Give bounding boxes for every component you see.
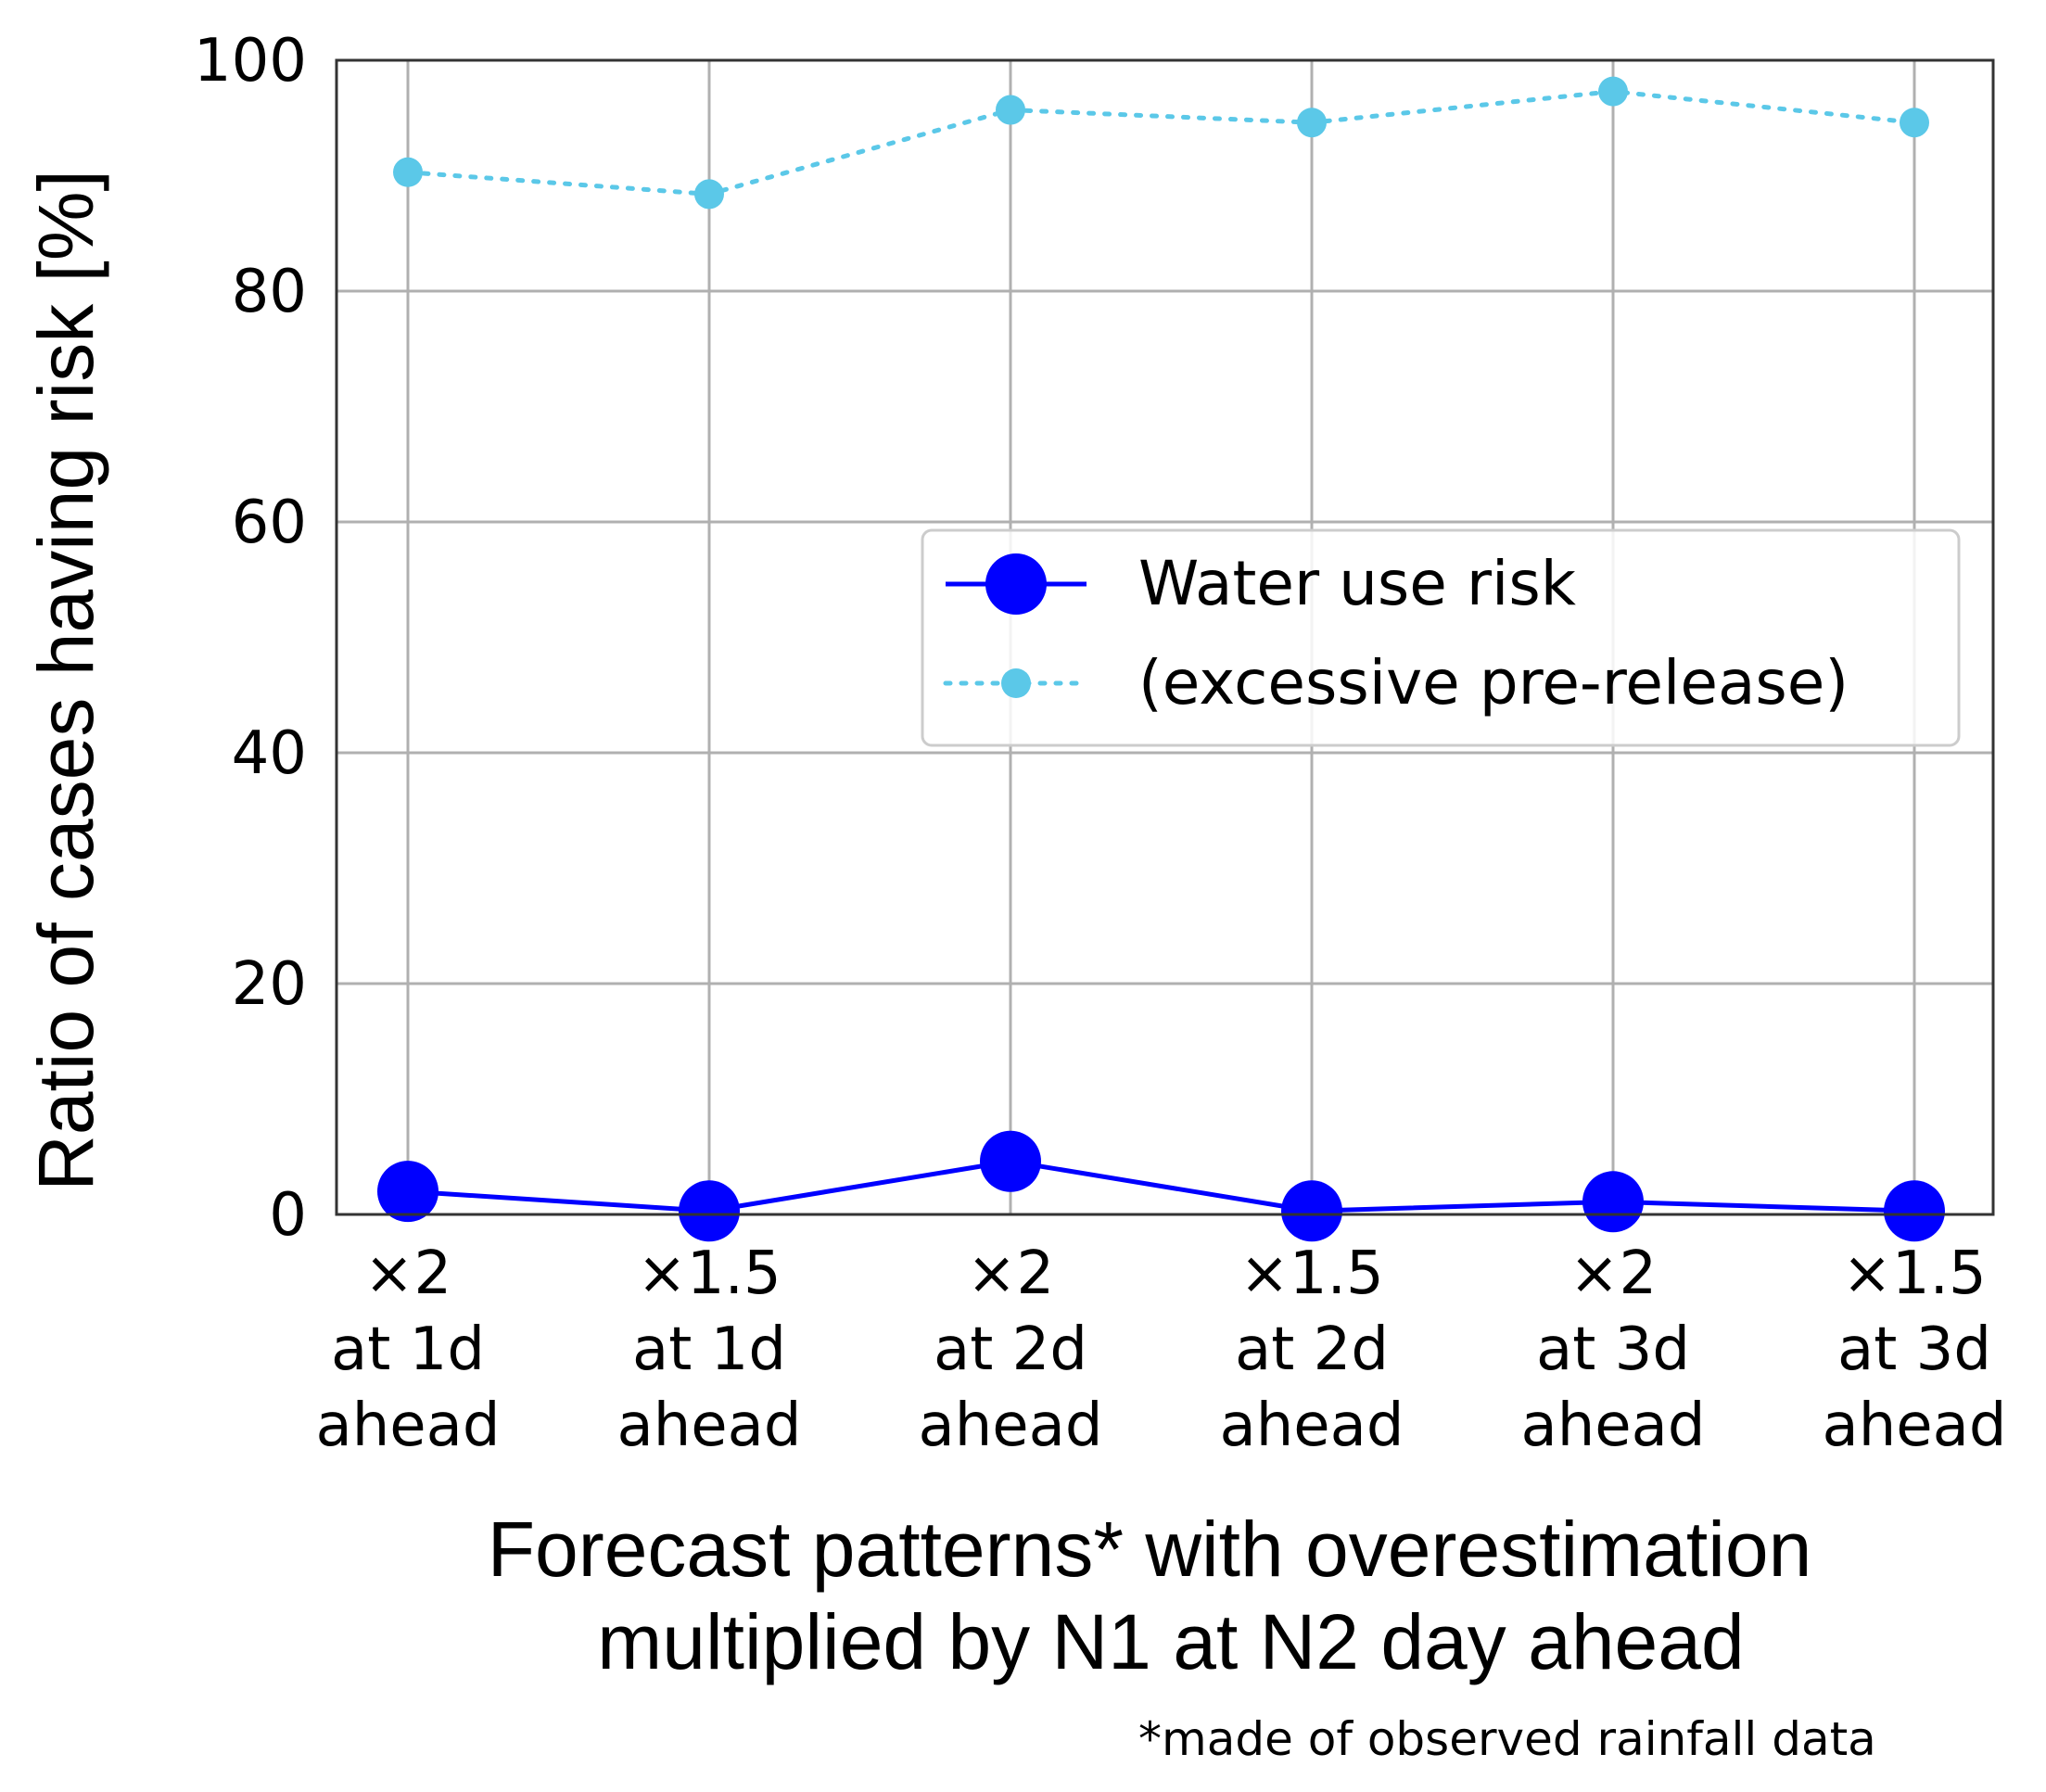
legend-label-water-use: Water use risk — [1138, 548, 1577, 619]
x-tick-label: ahead — [316, 1392, 501, 1460]
x-tick-label: ahead — [1220, 1392, 1404, 1460]
y-tick-label: 100 — [194, 27, 307, 95]
data-point — [694, 179, 724, 210]
x-tick-label: at 3d — [1837, 1315, 1991, 1384]
data-point — [980, 1130, 1041, 1192]
data-point — [393, 157, 423, 187]
legend-marker-pre-release — [1001, 668, 1031, 698]
y-tick-label: 20 — [232, 950, 307, 1019]
legend-marker-water-use — [985, 553, 1047, 615]
series-layer — [377, 76, 1945, 1242]
x-tick-label: ahead — [1823, 1392, 2007, 1460]
y-tick-label: 40 — [232, 719, 307, 788]
y-tick-label: 60 — [232, 489, 307, 557]
x-axis-label-line-1: Forecast patterns* with overestimation — [488, 1506, 1812, 1593]
x-tick-label: ×1.5 — [1239, 1239, 1383, 1308]
x-tick-label: at 3d — [1536, 1315, 1690, 1384]
data-point — [1297, 108, 1327, 138]
x-tick-label: at 2d — [1235, 1315, 1389, 1384]
data-point — [1598, 76, 1628, 107]
x-tick-label: at 2d — [934, 1315, 1087, 1384]
legend-label-pre-release: (excessive pre-release) — [1138, 647, 1849, 718]
x-tick-label: at 1d — [632, 1315, 786, 1384]
x-tick-label: ×2 — [364, 1239, 451, 1308]
y-axis-label: Ratio of cases having risk [%] — [22, 170, 109, 1191]
data-point — [1582, 1171, 1644, 1233]
series-line-0 — [407, 1159, 1915, 1214]
legend: Water use risk (excessive pre-release) — [921, 528, 1961, 747]
x-axis-label-line-2: multiplied by N1 at N2 day ahead — [597, 1598, 1744, 1685]
data-point — [679, 1180, 740, 1242]
legend-box — [921, 528, 1961, 747]
x-tick-label: at 1d — [331, 1315, 485, 1384]
y-tick-labels: 0 20 40 60 80 100 — [194, 27, 307, 1250]
x-tick-label: ahead — [919, 1392, 1103, 1460]
x-tick-label: ×2 — [1569, 1239, 1657, 1308]
data-point — [1281, 1180, 1342, 1242]
x-tick-label: ahead — [617, 1392, 802, 1460]
data-point — [1884, 1180, 1945, 1242]
x-tick-label: ×1.5 — [637, 1239, 781, 1308]
series-line-1 — [405, 89, 1917, 197]
x-tick-label: ×1.5 — [1842, 1239, 1986, 1308]
y-tick-label: 0 — [269, 1181, 307, 1250]
x-tick-labels: ×2 at 1d ahead ×1.5 at 1d ahead ×2 at 2d ahead ×1… — [316, 1239, 2007, 1460]
y-tick-label: 80 — [232, 258, 307, 326]
data-point — [996, 95, 1025, 125]
x-tick-label: ×2 — [967, 1239, 1054, 1308]
data-point — [377, 1161, 438, 1223]
footnote: *made of observed rainfall data — [1138, 1712, 1876, 1766]
x-tick-label: ahead — [1521, 1392, 1706, 1460]
data-point — [1900, 108, 1929, 138]
plot-frame — [335, 58, 1995, 1216]
